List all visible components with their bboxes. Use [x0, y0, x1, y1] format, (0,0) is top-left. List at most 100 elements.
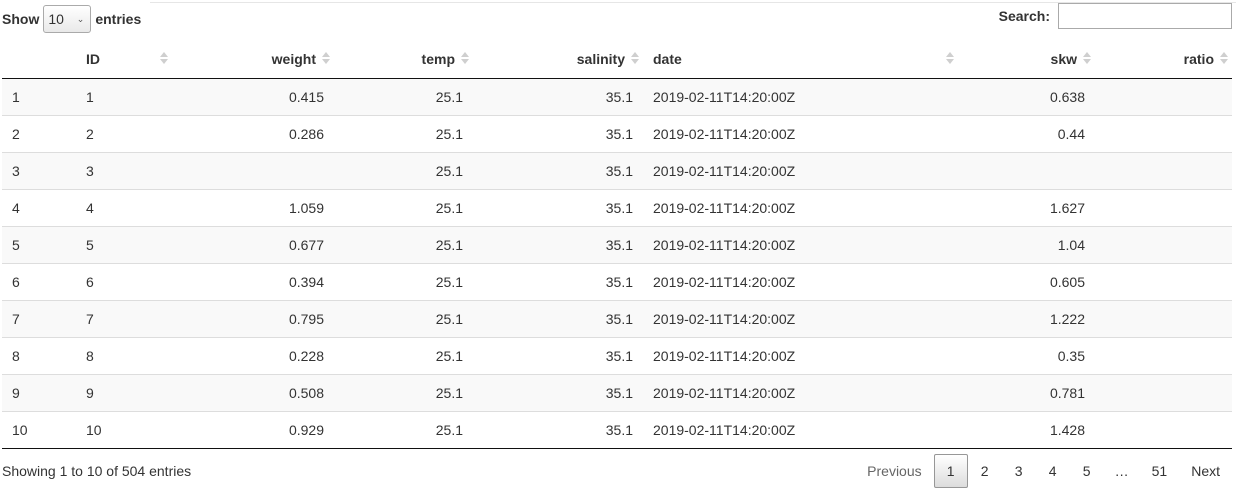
cell-temp: 25.1 — [334, 78, 473, 115]
column-header-date[interactable]: date — [643, 40, 958, 79]
cell-id: 10 — [76, 410, 172, 449]
cell-ratio — [1095, 114, 1232, 152]
sort-icon — [630, 52, 640, 66]
sort-icon — [460, 52, 470, 66]
column-header-skw[interactable]: skw — [958, 40, 1095, 79]
cell-date: 2019-02-11T14:20:00Z — [643, 78, 958, 115]
cell-ratio — [1095, 188, 1232, 226]
cell-weight: 0.795 — [172, 299, 334, 337]
table-row: 10 10 0.929 25.1 35.1 2019-02-11T14:20:0… — [2, 410, 1232, 449]
page-button-4[interactable]: 4 — [1048, 463, 1057, 479]
header-row: ID weight temp salinity date skw ratio — [2, 40, 1232, 79]
cell-ratio — [1095, 225, 1232, 263]
cell-date: 2019-02-11T14:20:00Z — [643, 114, 958, 152]
cell-skw: 0.638 — [958, 78, 1095, 115]
cell-rownum: 2 — [2, 114, 76, 152]
page-length-value: 10 — [48, 11, 64, 27]
top-divider — [150, 2, 1236, 3]
search-label: Search: — [998, 8, 1050, 24]
cell-rownum: 4 — [2, 188, 76, 226]
cell-salinity: 35.1 — [473, 262, 643, 300]
page-ellipsis: … — [1114, 463, 1129, 479]
cell-id: 4 — [76, 188, 172, 226]
table-row: 5 5 0.677 25.1 35.1 2019-02-11T14:20:00Z… — [2, 225, 1232, 263]
cell-skw: 0.44 — [958, 114, 1095, 152]
sort-icon — [321, 52, 331, 66]
cell-skw: 0.35 — [958, 336, 1095, 374]
cell-weight: 0.677 — [172, 225, 334, 263]
cell-date: 2019-02-11T14:20:00Z — [643, 336, 958, 374]
table-row: 2 2 0.286 25.1 35.1 2019-02-11T14:20:00Z… — [2, 114, 1232, 152]
cell-ratio — [1095, 336, 1232, 374]
previous-button[interactable]: Previous — [867, 463, 922, 479]
cell-weight: 1.059 — [172, 188, 334, 226]
table-row: 4 4 1.059 25.1 35.1 2019-02-11T14:20:00Z… — [2, 188, 1232, 226]
search-control: Search: — [999, 3, 1232, 29]
cell-ratio — [1095, 299, 1232, 337]
cell-salinity: 35.1 — [473, 299, 643, 337]
table-row: 8 8 0.228 25.1 35.1 2019-02-11T14:20:00Z… — [2, 336, 1232, 374]
column-header-weight[interactable]: weight — [172, 40, 334, 79]
column-header-temp[interactable]: temp — [334, 40, 473, 79]
cell-temp: 25.1 — [334, 151, 473, 189]
next-button[interactable]: Next — [1191, 463, 1220, 479]
cell-temp: 25.1 — [334, 114, 473, 152]
table-row: 3 3 25.1 35.1 2019-02-11T14:20:00Z — [2, 151, 1232, 189]
page-button-51[interactable]: 51 — [1151, 463, 1168, 479]
show-label: Show — [2, 11, 40, 27]
cell-salinity: 35.1 — [473, 114, 643, 152]
cell-ratio — [1095, 151, 1232, 189]
page-button-2[interactable]: 2 — [980, 463, 989, 479]
column-header-rownum — [2, 40, 76, 79]
cell-date: 2019-02-11T14:20:00Z — [643, 299, 958, 337]
cell-temp: 25.1 — [334, 336, 473, 374]
page-length-control: Show 10 ⌄ entries — [2, 5, 141, 33]
cell-id: 7 — [76, 299, 172, 337]
sort-icon — [1082, 52, 1092, 66]
cell-salinity: 35.1 — [473, 336, 643, 374]
page-button-5[interactable]: 5 — [1082, 463, 1091, 479]
search-input[interactable] — [1058, 3, 1232, 29]
cell-salinity: 35.1 — [473, 188, 643, 226]
cell-skw: 1.04 — [958, 225, 1095, 263]
cell-rownum: 6 — [2, 262, 76, 300]
cell-rownum: 9 — [2, 373, 76, 411]
cell-date: 2019-02-11T14:20:00Z — [643, 151, 958, 189]
cell-rownum: 1 — [2, 78, 76, 115]
cell-id: 2 — [76, 114, 172, 152]
cell-salinity: 35.1 — [473, 151, 643, 189]
cell-salinity: 35.1 — [473, 78, 643, 115]
sort-icon — [159, 52, 169, 66]
table-row: 1 1 0.415 25.1 35.1 2019-02-11T14:20:00Z… — [2, 78, 1232, 115]
page-button-1[interactable]: 1 — [933, 454, 968, 488]
cell-temp: 25.1 — [334, 225, 473, 263]
column-header-salinity[interactable]: salinity — [473, 40, 643, 79]
sort-icon — [945, 52, 955, 66]
cell-weight: 0.415 — [172, 78, 334, 115]
cell-ratio — [1095, 78, 1232, 115]
cell-rownum: 5 — [2, 225, 76, 263]
cell-date: 2019-02-11T14:20:00Z — [643, 410, 958, 449]
page-button-3[interactable]: 3 — [1014, 463, 1023, 479]
cell-skw: 1.222 — [958, 299, 1095, 337]
page-length-select[interactable]: 10 ⌄ — [43, 5, 92, 33]
cell-weight: 0.286 — [172, 114, 334, 152]
cell-rownum: 8 — [2, 336, 76, 374]
cell-date: 2019-02-11T14:20:00Z — [643, 373, 958, 411]
cell-skw: 0.605 — [958, 262, 1095, 300]
cell-skw: 1.627 — [958, 188, 1095, 226]
cell-salinity: 35.1 — [473, 225, 643, 263]
cell-weight — [172, 151, 334, 189]
table-row: 6 6 0.394 25.1 35.1 2019-02-11T14:20:00Z… — [2, 262, 1232, 300]
table-row: 9 9 0.508 25.1 35.1 2019-02-11T14:20:00Z… — [2, 373, 1232, 411]
cell-rownum: 3 — [2, 151, 76, 189]
cell-temp: 25.1 — [334, 373, 473, 411]
cell-skw: 1.428 — [958, 410, 1095, 449]
cell-id: 1 — [76, 78, 172, 115]
column-header-id[interactable]: ID — [76, 40, 172, 79]
cell-temp: 25.1 — [334, 299, 473, 337]
cell-ratio — [1095, 262, 1232, 300]
column-header-ratio[interactable]: ratio — [1095, 40, 1232, 79]
pagination: Previous 1 2 3 4 5 … 51 Next — [855, 454, 1232, 488]
cell-weight: 0.394 — [172, 262, 334, 300]
